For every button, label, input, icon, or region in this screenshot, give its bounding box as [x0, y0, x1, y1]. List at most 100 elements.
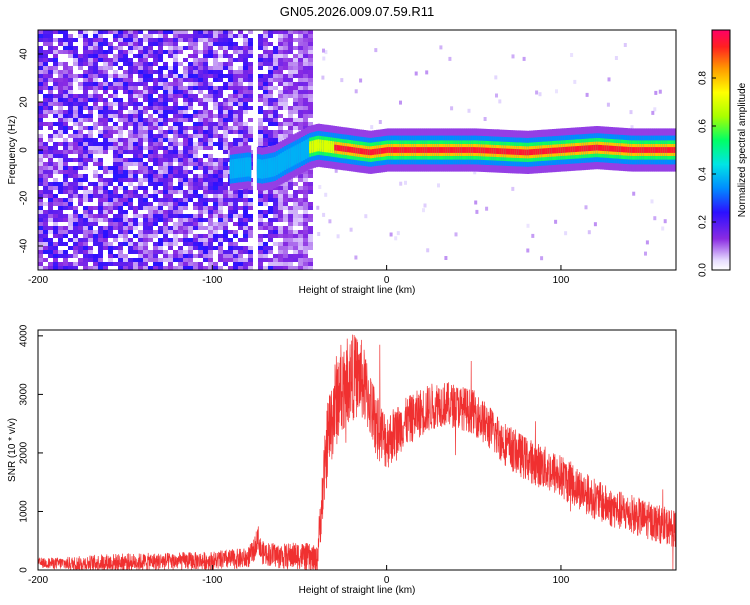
- heatmap-cell: [108, 130, 113, 134]
- heatmap-cell: [98, 234, 103, 238]
- signal-cell: [545, 148, 549, 154]
- heatmap-cell: [450, 106, 454, 111]
- signal-cell: [236, 165, 239, 172]
- heatmap-cell: [208, 90, 213, 94]
- heatmap-cell: [288, 258, 293, 262]
- heatmap-cell: [203, 210, 208, 214]
- heatmap-cell: [143, 106, 148, 110]
- x-tick-label: -200: [28, 575, 48, 586]
- heatmap-cell: [73, 114, 78, 118]
- heatmap-cell: [103, 50, 108, 54]
- heatmap-cell: [53, 194, 58, 198]
- heatmap-cell: [208, 190, 213, 194]
- heatmap-cell: [208, 226, 213, 230]
- heatmap-cell: [263, 126, 268, 130]
- heatmap-cell: [118, 162, 123, 166]
- heatmap-cell: [198, 234, 203, 238]
- heatmap-cell: [213, 170, 218, 174]
- heatmap-cell: [531, 233, 535, 238]
- heatmap-cell: [308, 238, 313, 242]
- heatmap-cell: [148, 238, 153, 242]
- heatmap-cell: [198, 214, 203, 218]
- heatmap-cell: [203, 46, 208, 50]
- heatmap-cell: [243, 226, 248, 230]
- signal-cell: [319, 142, 323, 149]
- heatmap-cell: [133, 66, 138, 70]
- heatmap-cell: [118, 146, 123, 150]
- y-tick-label: 20: [19, 96, 30, 108]
- heatmap-cell: [123, 210, 128, 214]
- heatmap-cell: [288, 58, 293, 62]
- heatmap-cell: [283, 130, 288, 134]
- heatmap-cell: [173, 234, 178, 238]
- heatmap-cell: [113, 90, 118, 94]
- heatmap-cell: [148, 258, 153, 262]
- heatmap-cell: [133, 62, 138, 66]
- heatmap-cell: [38, 126, 43, 130]
- heatmap-cell: [43, 102, 48, 106]
- heatmap-cell: [138, 102, 143, 106]
- heatmap-cell: [268, 218, 273, 222]
- signal-cell: [428, 147, 432, 153]
- heatmap-cell: [238, 218, 243, 222]
- heatmap-cell: [38, 62, 43, 66]
- heatmap-cell: [298, 262, 303, 266]
- heatmap-cell: [188, 126, 193, 130]
- heatmap-cell: [258, 98, 263, 102]
- heatmap-cell: [193, 62, 198, 66]
- heatmap-cell: [178, 130, 183, 134]
- heatmap-cell: [218, 134, 223, 138]
- heatmap-cell: [263, 46, 268, 50]
- heatmap-cell: [43, 178, 48, 182]
- heatmap-cell: [103, 106, 108, 110]
- heatmap-cell: [148, 62, 153, 66]
- heatmap-cell: [208, 42, 213, 46]
- heatmap-cell: [273, 30, 278, 34]
- heatmap-cell: [68, 182, 73, 186]
- heatmap-cell: [73, 166, 78, 170]
- heatmap-cell: [228, 58, 233, 62]
- signal-cell: [656, 147, 660, 153]
- heatmap-cell: [108, 194, 113, 198]
- heatmap-cell: [68, 82, 73, 86]
- heatmap-cell: [233, 78, 238, 82]
- heatmap-cell: [183, 134, 188, 138]
- heatmap-cell: [133, 250, 138, 254]
- signal-cell: [673, 147, 676, 153]
- heatmap-cell: [439, 45, 443, 50]
- heatmap-cell: [93, 90, 98, 94]
- heatmap-cell: [78, 258, 83, 262]
- heatmap-cell: [308, 110, 313, 114]
- heatmap-cell: [138, 206, 143, 210]
- heatmap-cell: [68, 66, 73, 70]
- heatmap-cell: [293, 182, 298, 186]
- heatmap-cell: [283, 34, 288, 38]
- heatmap-cell: [83, 126, 88, 130]
- heatmap-cell: [148, 142, 153, 146]
- heatmap-cell: [178, 222, 183, 226]
- heatmap-cell: [123, 54, 128, 58]
- heatmap-cell: [374, 48, 378, 53]
- heatmap-cell: [283, 94, 288, 98]
- heatmap-cell: [63, 102, 68, 106]
- signal-cell: [238, 165, 241, 171]
- heatmap-cell: [263, 258, 268, 262]
- heatmap-cell: [163, 254, 168, 258]
- heatmap-cell: [103, 246, 108, 250]
- heatmap-cell: [88, 198, 93, 202]
- heatmap-cell: [298, 242, 303, 246]
- heatmap-cell: [43, 106, 48, 110]
- heatmap-cell: [273, 98, 278, 102]
- heatmap-cell: [193, 174, 198, 178]
- heatmap-cell: [278, 130, 283, 134]
- signal-cell: [489, 147, 492, 154]
- heatmap-cell: [98, 118, 103, 122]
- heatmap-cell: [298, 246, 303, 250]
- heatmap-cell: [78, 54, 83, 58]
- heatmap-cell: [303, 242, 308, 246]
- heatmap-cell: [183, 142, 188, 146]
- heatmap-cell: [123, 106, 128, 110]
- heatmap-cell: [218, 70, 223, 74]
- heatmap-cell: [108, 202, 113, 206]
- heatmap-cell: [278, 242, 283, 246]
